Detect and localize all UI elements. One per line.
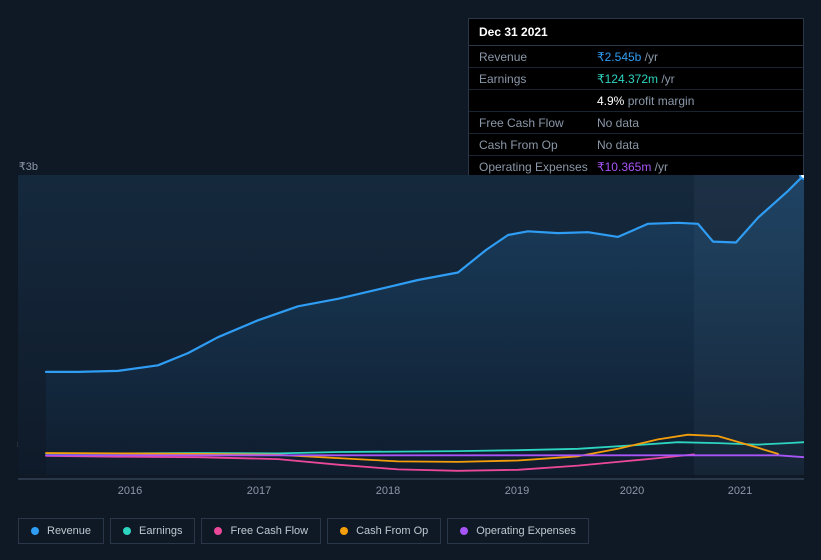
tooltip-row: Earnings₹124.372m /yr	[469, 68, 803, 90]
legend-label: Revenue	[47, 525, 91, 537]
legend-dot-icon	[460, 527, 468, 535]
legend-item-cash-from-op[interactable]: Cash From Op	[327, 518, 441, 544]
tooltip-value: No data	[597, 138, 639, 152]
legend-label: Cash From Op	[356, 525, 428, 537]
series-end-marker	[800, 175, 804, 179]
tooltip-row: Revenue₹2.545b /yr	[469, 46, 803, 68]
tooltip-label	[479, 94, 597, 108]
chart-svg	[18, 175, 804, 475]
tooltip-row: Free Cash FlowNo data	[469, 112, 803, 134]
legend-dot-icon	[31, 527, 39, 535]
chart-legend: Revenue Earnings Free Cash Flow Cash From O…	[18, 518, 589, 544]
tooltip-label: Free Cash Flow	[479, 116, 597, 130]
legend-label: Earnings	[139, 525, 182, 537]
legend-label: Free Cash Flow	[230, 525, 308, 537]
tooltip-label: Earnings	[479, 72, 597, 86]
chart-baseline	[18, 478, 804, 480]
tooltip-value: ₹10.365m /yr	[597, 160, 668, 174]
legend-item-free-cash-flow[interactable]: Free Cash Flow	[201, 518, 321, 544]
x-axis-label: 2018	[376, 485, 400, 497]
legend-item-earnings[interactable]: Earnings	[110, 518, 195, 544]
legend-dot-icon	[123, 527, 131, 535]
tooltip-row: Operating Expenses₹10.365m /yr	[469, 156, 803, 177]
legend-dot-icon	[214, 527, 222, 535]
tooltip-value: No data	[597, 116, 639, 130]
tooltip-value: 4.9% profit margin	[597, 94, 694, 108]
legend-item-operating-expenses[interactable]: Operating Expenses	[447, 518, 589, 544]
legend-label: Operating Expenses	[476, 525, 576, 537]
tooltip-row: 4.9% profit margin	[469, 90, 803, 112]
x-axis-label: 2019	[505, 485, 529, 497]
tooltip-label: Cash From Op	[479, 138, 597, 152]
x-axis-label: 2016	[118, 485, 142, 497]
x-axis-label: 2020	[620, 485, 644, 497]
tooltip-label: Revenue	[479, 50, 597, 64]
legend-dot-icon	[340, 527, 348, 535]
tooltip-value: ₹124.372m /yr	[597, 72, 675, 86]
tooltip-row: Cash From OpNo data	[469, 134, 803, 156]
series-area-revenue	[46, 175, 804, 475]
tooltip-value: ₹2.545b /yr	[597, 50, 658, 64]
tooltip-label: Operating Expenses	[479, 160, 597, 174]
chart-area	[18, 175, 804, 475]
x-axis-label: 2021	[728, 485, 752, 497]
tooltip-date: Dec 31 2021	[469, 19, 803, 46]
chart-tooltip: Dec 31 2021 Revenue₹2.545b /yrEarnings₹1…	[468, 18, 804, 178]
y-axis-label: ₹3b	[0, 160, 38, 173]
x-axis-label: 2017	[247, 485, 271, 497]
legend-item-revenue[interactable]: Revenue	[18, 518, 104, 544]
